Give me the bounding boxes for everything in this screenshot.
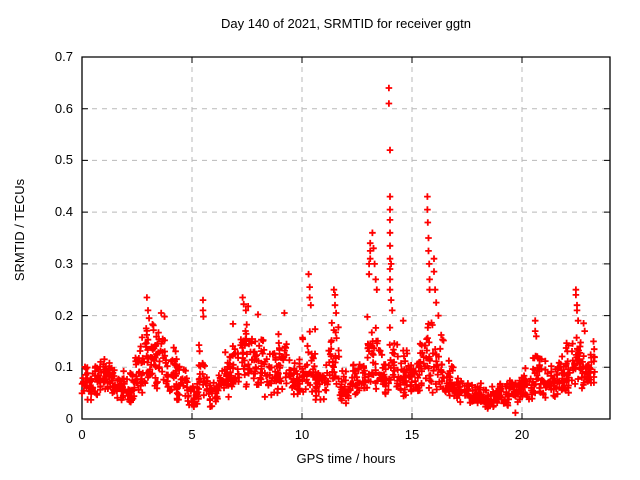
x-tick-label: 5 (188, 427, 196, 442)
x-tick-label: 0 (78, 427, 86, 442)
y-tick-label: 0 (65, 411, 73, 426)
x-tick-label: 10 (294, 427, 310, 442)
chart-title: Day 140 of 2021, SRMTID for receiver ggt… (220, 16, 471, 31)
grid-lines (82, 57, 610, 419)
x-axis-label: GPS time / hours (296, 451, 396, 466)
y-tick-label: 0.2 (54, 308, 73, 323)
x-tick-label: 15 (404, 427, 420, 442)
x-tick-label: 20 (514, 427, 530, 442)
y-tick-label: 0.4 (54, 204, 73, 219)
y-tick-label: 0.3 (54, 256, 73, 271)
y-tick-label: 0.1 (54, 359, 73, 374)
plot-border (81, 56, 611, 420)
y-tick-label: 0.7 (54, 49, 73, 64)
y-tick-label: 0.6 (54, 101, 73, 116)
y-tick-label: 0.5 (54, 152, 73, 167)
scatter-markers (78, 84, 598, 417)
axis-ticks (81, 56, 610, 420)
